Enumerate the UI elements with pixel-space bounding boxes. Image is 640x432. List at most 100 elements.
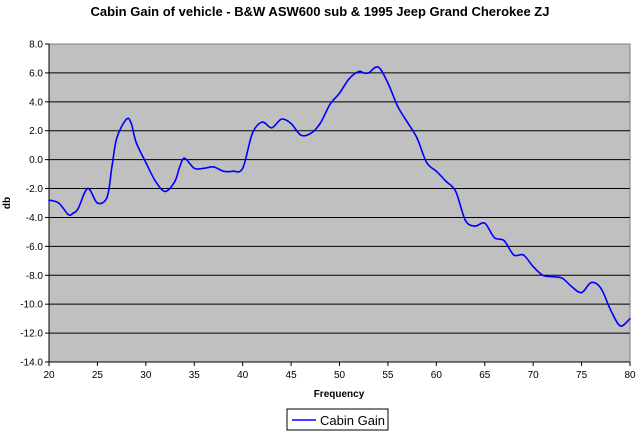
data-point <box>416 137 418 139</box>
data-point <box>145 161 147 164</box>
data-point <box>522 254 525 256</box>
data-point <box>251 132 254 135</box>
series-line-cabin-gain <box>48 66 631 327</box>
data-point <box>57 202 60 204</box>
data-point <box>232 170 234 172</box>
y-tick-label: -4.0 <box>26 213 44 224</box>
plot-area <box>48 43 631 363</box>
data-point <box>609 309 612 311</box>
data-point <box>483 222 486 225</box>
data-point <box>362 72 365 74</box>
data-point <box>396 105 399 107</box>
data-point <box>503 239 505 242</box>
y-tick-label: 0.0 <box>29 155 43 166</box>
data-point <box>178 166 181 168</box>
data-point <box>435 170 438 172</box>
chart-title: Cabin Gain of vehicle - B&W ASW600 sub &… <box>91 4 550 19</box>
y-tick-label: 6.0 <box>29 68 43 79</box>
data-point <box>86 187 89 190</box>
gridlines <box>49 72 630 334</box>
data-point <box>96 202 99 204</box>
x-tick-label: 80 <box>624 370 636 381</box>
data-point <box>580 291 583 294</box>
x-tick-label: 70 <box>528 370 540 381</box>
data-point <box>571 286 573 288</box>
y-tick-label: -6.0 <box>26 242 44 253</box>
data-point <box>67 213 70 216</box>
y-tick-label: -14.0 <box>20 358 43 369</box>
data-point <box>358 70 360 73</box>
y-tick-label: 2.0 <box>29 126 43 137</box>
data-point <box>193 167 196 170</box>
x-tick-label: 50 <box>334 370 346 381</box>
x-tick-label: 65 <box>479 370 491 381</box>
data-point <box>72 212 75 214</box>
legend-label: Cabin Gain <box>320 413 385 428</box>
data-point <box>106 196 108 199</box>
x-tick-label: 45 <box>286 370 298 381</box>
data-point <box>513 254 515 256</box>
x-tick-label: 35 <box>189 370 201 381</box>
x-tick-label: 40 <box>237 370 249 381</box>
data-point <box>77 207 79 210</box>
data-point <box>474 225 476 227</box>
data-point <box>561 277 564 279</box>
data-point <box>270 127 273 129</box>
data-point <box>130 122 133 125</box>
y-tick-label: -2.0 <box>26 184 44 195</box>
data-point <box>241 167 244 170</box>
data-point <box>600 287 602 290</box>
data-point <box>464 219 467 222</box>
data-point <box>377 66 380 68</box>
y-axis-label: db <box>2 197 13 209</box>
data-point <box>542 274 544 277</box>
legend: Cabin Gain <box>286 408 389 431</box>
data-point <box>348 77 350 80</box>
data-point <box>590 281 593 284</box>
legend-box <box>286 408 389 431</box>
data-point <box>125 118 128 120</box>
x-axis: 20 25 30 35 40 45 50 55 60 65 70 75 80 <box>43 44 636 381</box>
data-point <box>387 82 389 84</box>
data-point <box>299 134 302 136</box>
data-point <box>222 170 225 172</box>
y-tick-label: -8.0 <box>26 271 44 282</box>
data-point <box>135 141 137 144</box>
data-point <box>111 166 113 168</box>
y-tick-label: -10.0 <box>20 300 43 311</box>
y-axis: -14.0 -12.0 -10.0 -8.0 -6.0 -4.0 -2.0 0.0 2.0 4.0… <box>20 40 49 369</box>
data-point <box>309 132 312 135</box>
data-point <box>164 190 166 193</box>
data-point <box>629 317 631 320</box>
data-point <box>551 275 554 278</box>
x-axis-label: Frequency <box>314 389 365 400</box>
x-tick-label: 25 <box>92 370 104 381</box>
data-point <box>406 121 409 123</box>
data-point <box>367 72 370 74</box>
data-point <box>203 167 205 170</box>
data-point <box>445 180 447 183</box>
data-point <box>532 265 534 268</box>
data-point <box>619 325 622 327</box>
data-point <box>290 122 292 125</box>
x-tick-label: 30 <box>140 370 152 381</box>
data-point <box>454 190 457 193</box>
y-tick-label: 4.0 <box>29 97 43 108</box>
y-tick-label: -12.0 <box>20 329 43 340</box>
x-tick-label: 20 <box>43 370 55 381</box>
data-point <box>280 118 283 120</box>
data-point <box>338 92 341 94</box>
y-tick-label: 8.0 <box>29 40 43 51</box>
data-point <box>329 103 331 106</box>
data-point <box>261 121 263 123</box>
data-point <box>212 166 215 168</box>
data-point <box>319 122 321 125</box>
data-point <box>115 137 118 139</box>
series-layer <box>48 66 631 327</box>
data-point <box>183 157 186 159</box>
x-tick-label: 75 <box>576 370 588 381</box>
data-point <box>425 161 428 164</box>
data-point <box>493 236 496 239</box>
data-point <box>174 180 176 183</box>
